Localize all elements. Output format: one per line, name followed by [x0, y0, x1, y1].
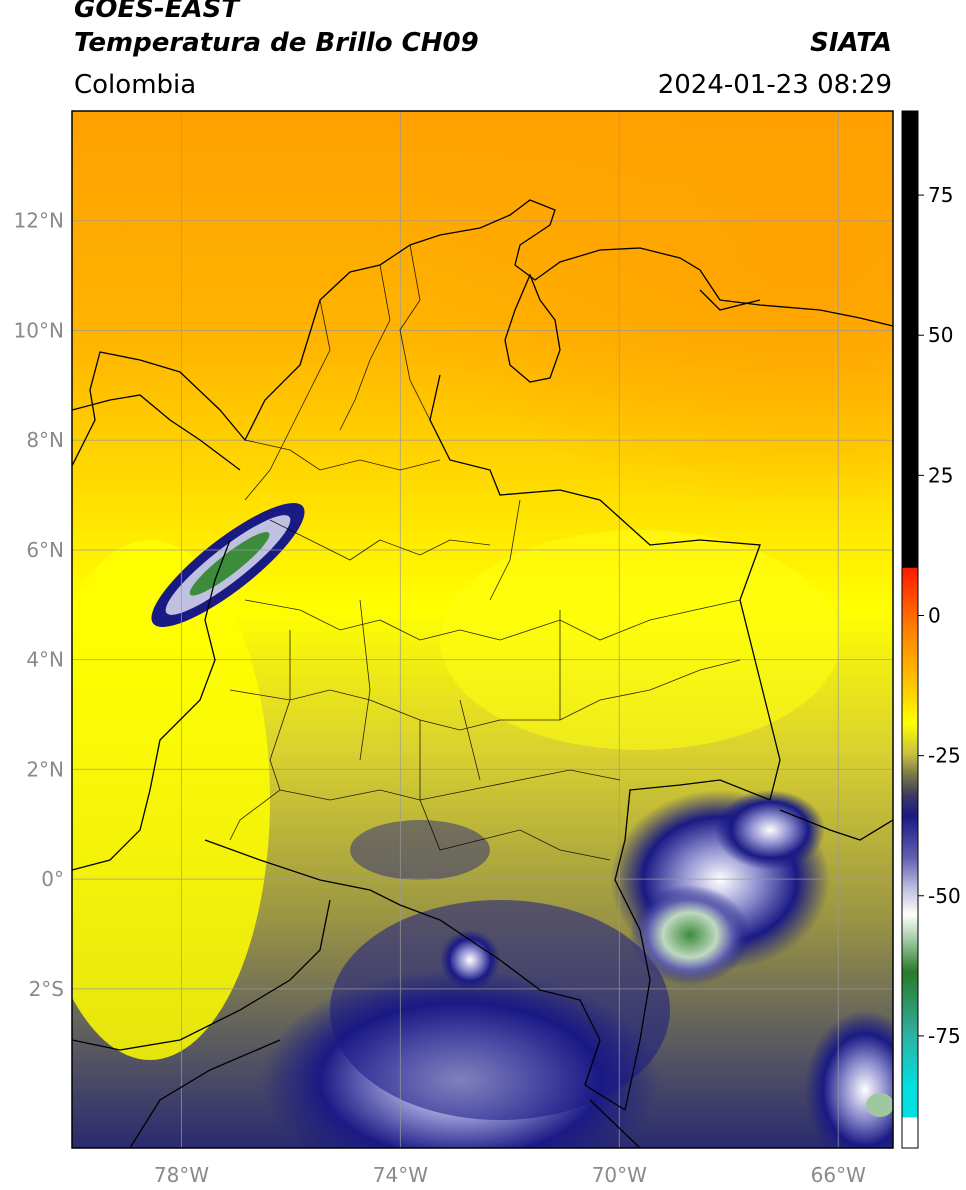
amazon-inner — [589, 1099, 641, 1148]
guyana-coast — [699, 289, 761, 311]
colombia-brazil-border — [614, 779, 771, 1111]
cloud-cell-northeast — [715, 790, 825, 870]
lon-tick-label: 74°W — [373, 1163, 428, 1187]
pacific-yellow-band — [72, 540, 270, 1060]
lat-tick-label: 4°N — [26, 648, 64, 672]
lon-tick-label: 78°W — [154, 1163, 209, 1187]
panama-border — [72, 394, 241, 471]
product-title: Temperatura de Brillo CH09 — [74, 28, 479, 58]
colorbar-tick-label: -50 — [928, 884, 961, 908]
agency-label: SIATA — [810, 28, 892, 58]
lat-tick-label: 0° — [41, 867, 64, 891]
lat-tick-label: 6°N — [26, 538, 64, 562]
lon-tick-label: 66°W — [811, 1163, 866, 1187]
colorbar-tick-label: 75 — [928, 183, 953, 207]
peru-inner — [129, 1039, 281, 1148]
lake-maracaibo — [504, 273, 561, 383]
lat-tick-label: 2°S — [29, 977, 64, 1001]
colorbar — [901, 110, 919, 1149]
colombia-venezuela-border — [429, 374, 781, 801]
cloud-band-choco — [151, 503, 305, 627]
cloud-core-southeast — [866, 1093, 893, 1117]
lon-tick-label: 70°W — [592, 1163, 647, 1187]
colorbar-tick-label: -75 — [928, 1024, 961, 1048]
departments — [229, 244, 741, 861]
colorbar-tick-label: -25 — [928, 744, 961, 768]
lat-tick-label: 2°N — [26, 757, 64, 781]
colorbar-tick-label: 25 — [928, 463, 953, 487]
coastline-caribbean — [72, 199, 893, 467]
satellite-title: GOES-EAST — [74, 0, 240, 24]
lat-tick-label: 10°N — [14, 318, 64, 342]
warm-region-east — [72, 111, 893, 611]
longitude-labels: 78°W 74°W 70°W 66°W — [154, 1163, 866, 1187]
brazil-east — [779, 809, 893, 841]
llanos-yellow-band — [440, 530, 840, 750]
cloud-cell-south — [440, 930, 500, 990]
cloud-patch-center — [350, 820, 490, 880]
colombia-ecuador-peru-border — [204, 839, 626, 1111]
map-frame — [71, 110, 894, 1149]
colorbar-ticks: 75 50 25 0 -25 -50 -75 — [918, 183, 961, 1048]
boundaries — [72, 199, 893, 1148]
coastline-pacific — [72, 539, 231, 871]
colorbar-tick-label: 0 — [928, 603, 941, 627]
datetime-label: 2024-01-23 08:29 — [657, 70, 892, 100]
lat-tick-label: 8°N — [26, 428, 64, 452]
colorbar-tick-label: 50 — [928, 323, 953, 347]
cloud-shield-amazon — [330, 900, 670, 1120]
lat-lon-grid — [72, 111, 893, 1148]
latitude-labels: 12°N 10°N 8°N 6°N 4°N 2°N 0° 2°S — [14, 209, 64, 1001]
lat-tick-label: 12°N — [14, 209, 64, 233]
map-field — [72, 111, 893, 1148]
region-label: Colombia — [74, 70, 197, 100]
ecuador-peru-border — [72, 899, 331, 1051]
cloud-core-east — [630, 885, 750, 985]
